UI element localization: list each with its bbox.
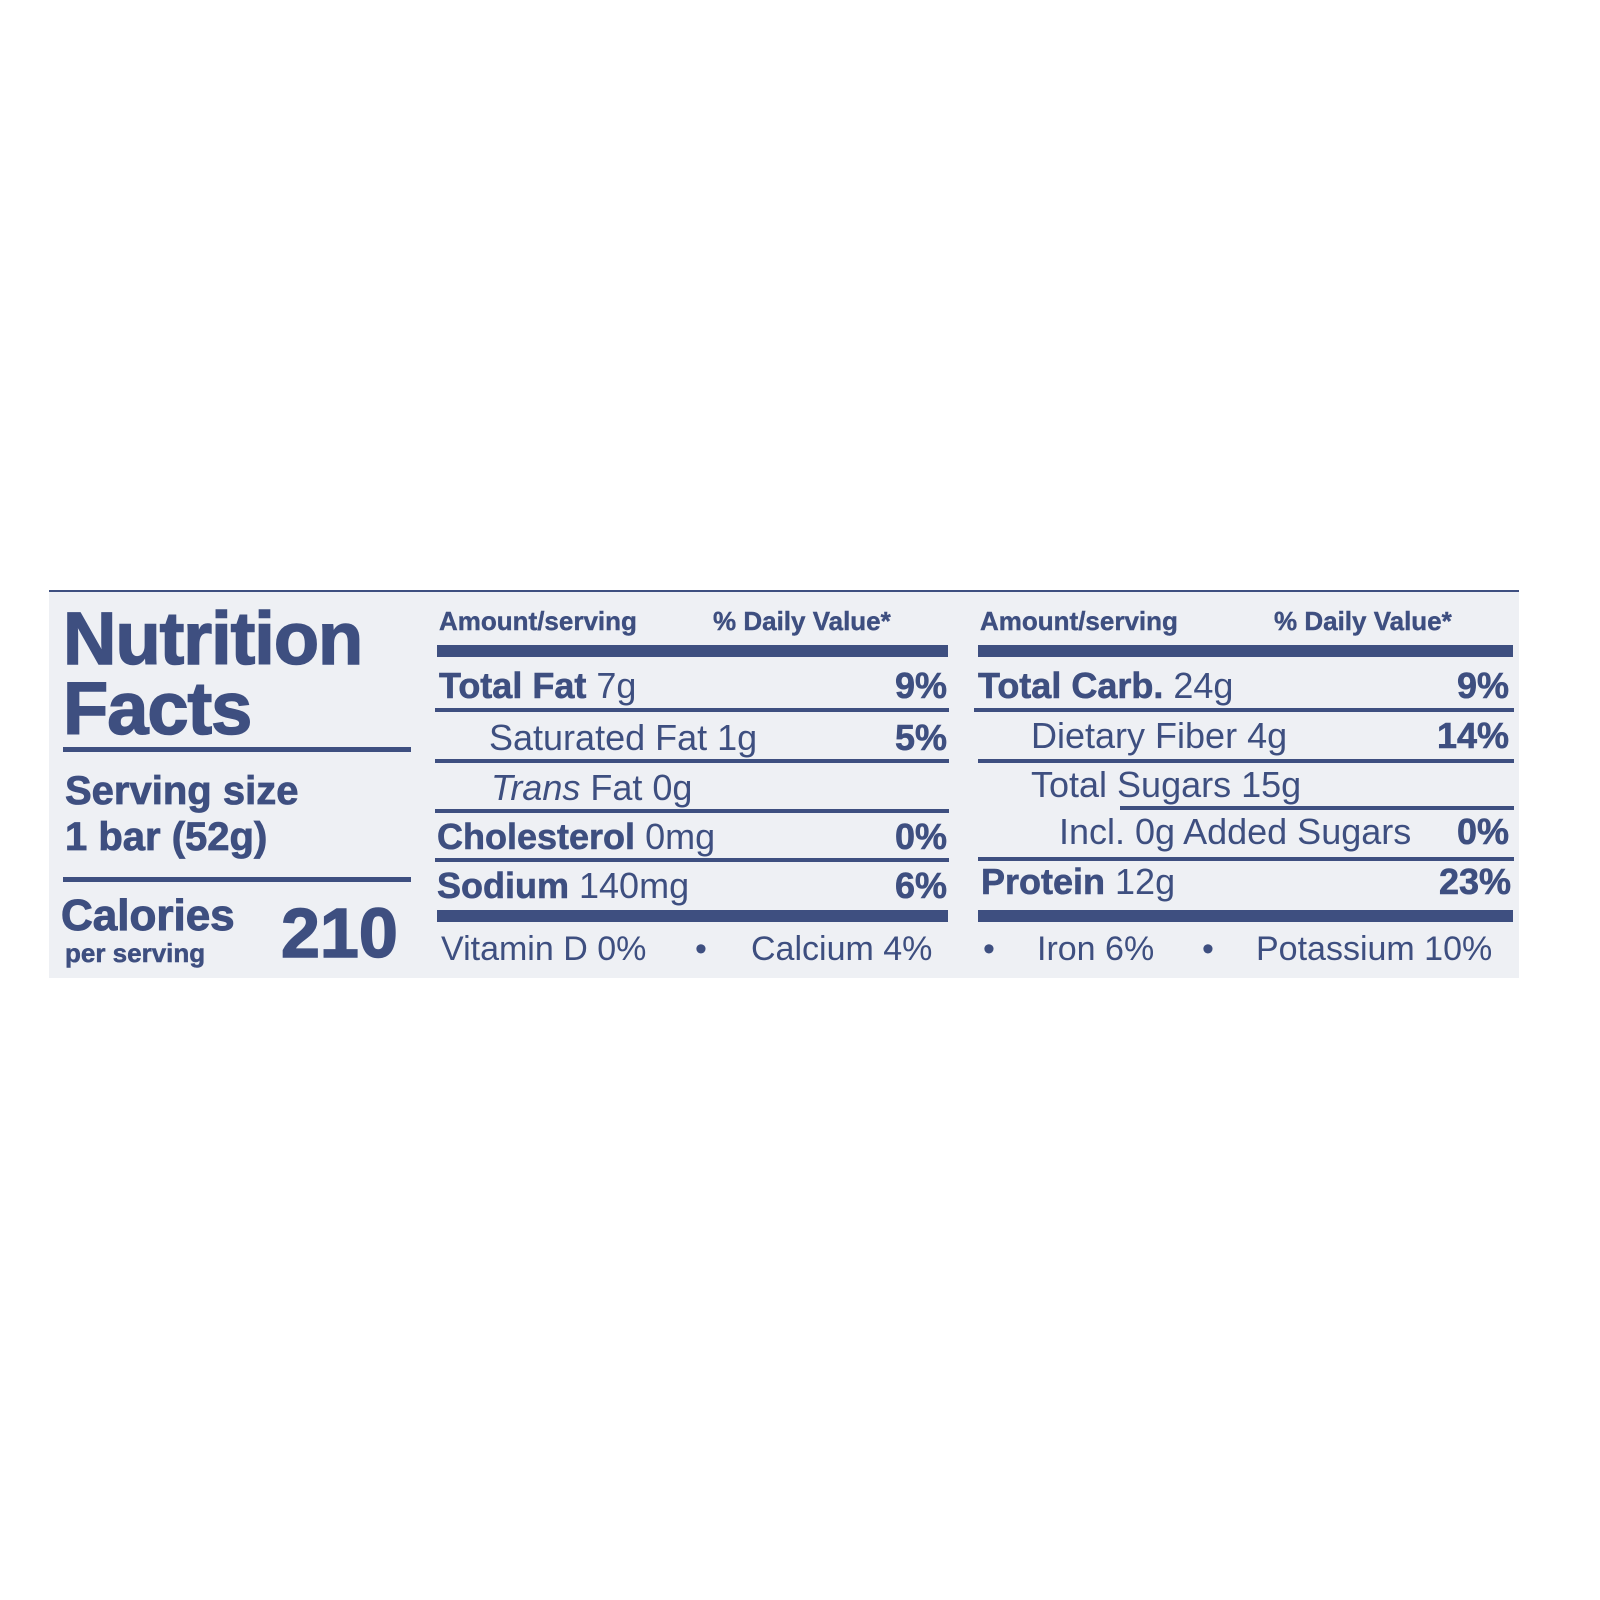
thick-divider xyxy=(437,910,948,922)
nutrient-name: Total Fat xyxy=(439,665,587,706)
title-line-2: Facts xyxy=(62,667,253,750)
nutrient-name: Protein xyxy=(981,861,1106,902)
serving-size-value: 1 bar (52g) xyxy=(65,815,268,860)
nutrient-row-saturated-fat: Saturated Fat 1g 5% xyxy=(489,710,947,758)
nutrient-row-trans-fat: Trans Fat 0g xyxy=(491,760,947,808)
column-header-dv: % Daily Value* xyxy=(713,606,891,636)
iron: Iron 6% xyxy=(1037,930,1155,968)
divider xyxy=(435,708,949,712)
calcium: Calcium 4% xyxy=(751,930,933,968)
nutrient-dv: 23% xyxy=(1438,861,1512,902)
divider xyxy=(974,708,1514,712)
nutrient-row-total-fat: Total Fat 7g 9% xyxy=(439,658,948,706)
divider xyxy=(435,759,949,763)
nutrient-row-total-sugars: Total Sugars 15g xyxy=(1031,757,1509,805)
serving-size-label: Serving size xyxy=(65,769,299,814)
nutrient-dv: 0% xyxy=(1456,811,1510,852)
thick-divider xyxy=(437,645,948,657)
divider xyxy=(978,759,1514,763)
bullet: • xyxy=(1202,930,1214,968)
title-line-1: Nutrition xyxy=(62,597,364,680)
nutrient-amount: 12g xyxy=(1115,861,1176,902)
vitamin-d: Vitamin D 0% xyxy=(441,930,647,968)
nutrient-row-dietary-fiber: Dietary Fiber 4g 14% xyxy=(1031,708,1509,756)
nutrition-facts-panel: Nutrition Facts Serving size 1 bar (52g)… xyxy=(49,590,1519,978)
nutrient-amount: 24g xyxy=(1173,665,1234,706)
nutrient-row-sodium: Sodium 140mg 6% xyxy=(437,858,948,906)
nutrient-row-added-sugars: Incl. 0g Added Sugars 0% xyxy=(1059,804,1509,852)
nutrient-amount: 7g xyxy=(596,665,637,706)
nutrient-amount: 0mg xyxy=(645,816,716,857)
nutrient-dv: 6% xyxy=(894,865,948,906)
nutrient-dv: 5% xyxy=(894,717,948,758)
divider xyxy=(63,877,411,882)
divider xyxy=(435,809,949,813)
nutrient-name: Incl. 0g Added Sugars xyxy=(1059,811,1412,852)
bullet: • xyxy=(983,930,995,968)
calories-sub-label: per serving xyxy=(65,938,206,969)
calories-label: Calories xyxy=(61,891,236,940)
thick-divider xyxy=(978,645,1513,657)
column-header-amount: Amount/serving xyxy=(439,606,637,636)
nutrient-amount: 4g xyxy=(1247,715,1288,756)
nutrient-dv: 0% xyxy=(894,816,948,857)
nutrient-amount: 0g xyxy=(652,767,693,808)
nutrient-name: Saturated Fat xyxy=(489,717,708,758)
column-header-dv: % Daily Value* xyxy=(1274,606,1452,636)
serving-size: Serving size 1 bar (52g) xyxy=(65,768,299,860)
nutrient-row-cholesterol: Cholesterol 0mg 0% xyxy=(437,809,948,857)
nutrient-name: Total Carb. xyxy=(978,665,1164,706)
nutrient-row-protein: Protein 12g 23% xyxy=(981,854,1512,902)
column-header-amount: Amount/serving xyxy=(980,606,1178,636)
divider xyxy=(435,858,949,862)
divider xyxy=(1120,806,1514,810)
nutrient-name: Sodium xyxy=(437,865,570,906)
divider xyxy=(978,857,1514,861)
nutrient-name: Cholesterol xyxy=(437,816,636,857)
nutrient-amount: 1g xyxy=(717,717,758,758)
title: Nutrition Facts xyxy=(62,597,364,750)
potassium: Potassium 10% xyxy=(1256,930,1493,968)
nutrient-amount: 140mg xyxy=(579,865,690,906)
nutrient-dv: 9% xyxy=(894,665,948,706)
thick-divider xyxy=(978,910,1513,922)
bullet: • xyxy=(695,930,707,968)
nutrient-dv: 14% xyxy=(1436,715,1510,756)
divider xyxy=(63,747,411,752)
nutrient-name: Dietary Fiber xyxy=(1031,715,1238,756)
nutrient-name: Total Sugars xyxy=(1031,764,1232,805)
nutrient-name: Trans xyxy=(491,767,581,808)
nutrient-name-suffix: Fat xyxy=(590,767,643,808)
nutrient-row-total-carb: Total Carb. 24g 9% xyxy=(978,658,1510,706)
nutrient-dv: 9% xyxy=(1456,665,1510,706)
calories-value: 210 xyxy=(280,894,398,972)
nutrient-amount: 15g xyxy=(1241,764,1302,805)
